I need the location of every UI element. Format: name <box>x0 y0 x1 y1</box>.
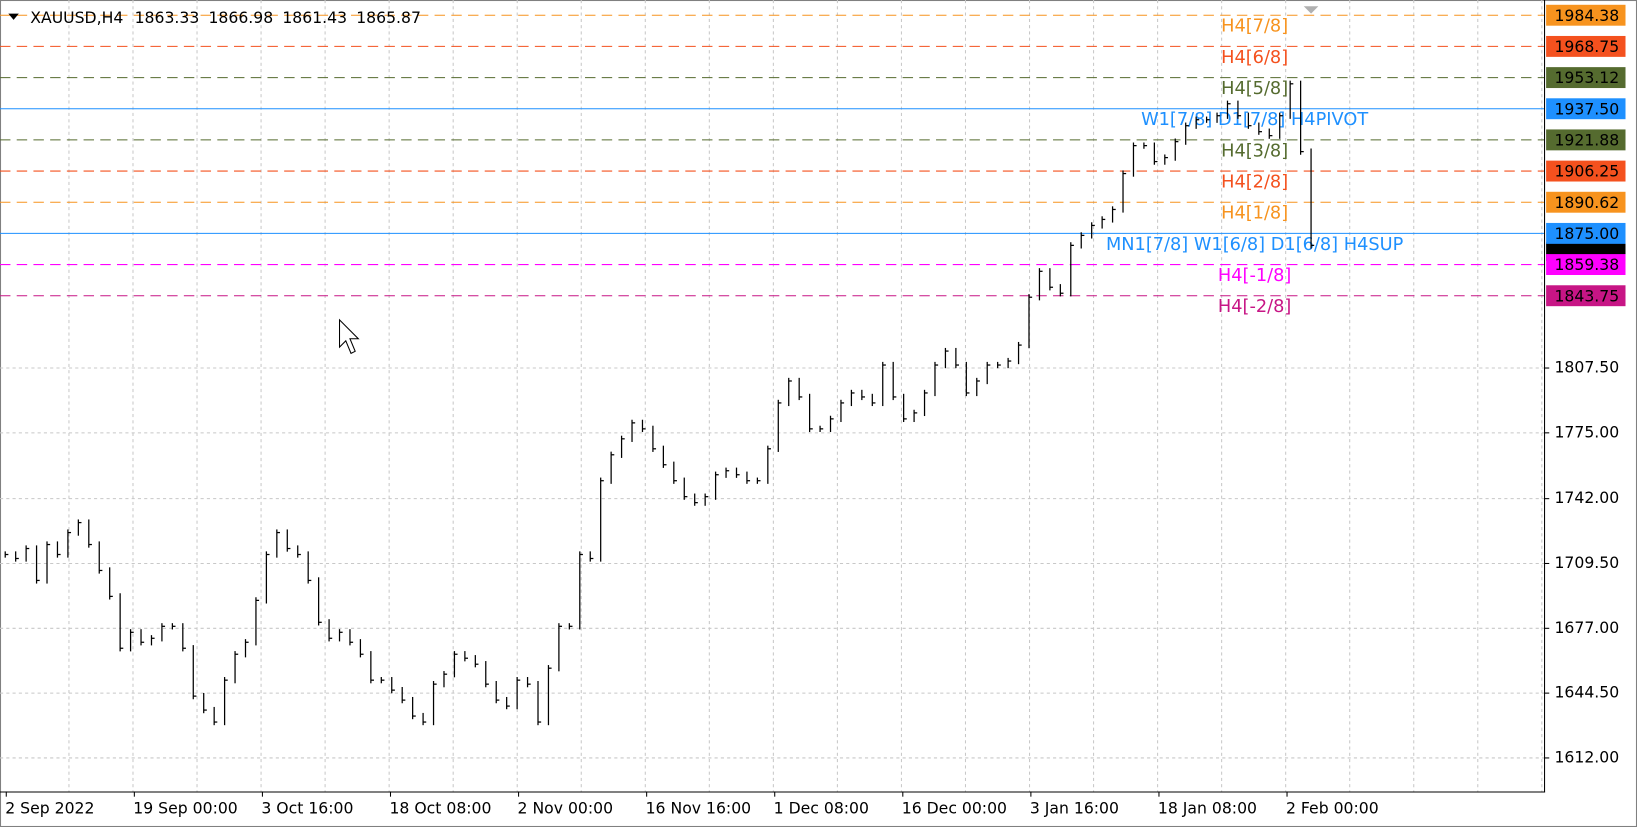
header-text: XAUUSD,H4 1863.33 1866.98 1861.43 1865.8… <box>30 7 421 26</box>
level-price-box <box>1546 35 1626 57</box>
level-name: MN1[7/8] W1[6/8] D1[6/8] H4SUP <box>1106 235 1404 255</box>
level-name: H4[7/8] <box>1221 17 1288 37</box>
symbol: XAUUSD,H4 <box>30 7 123 26</box>
level-name: H4[1/8] <box>1221 204 1288 224</box>
level-price-label: 1968.75 <box>1554 37 1619 56</box>
level-price-label: 1890.62 <box>1554 193 1619 212</box>
y-tick-label: 1775.00 <box>1554 422 1619 441</box>
level-name: H4[2/8] <box>1221 173 1288 193</box>
level-price-box <box>1546 285 1626 307</box>
level-name: H4[6/8] <box>1221 48 1288 68</box>
level-price-box <box>1546 254 1626 276</box>
x-tick-label: 2 Sep 2022 <box>5 799 94 818</box>
level-price-box <box>1546 67 1626 89</box>
level-price-label: 1984.38 <box>1554 6 1619 25</box>
level-price-label: 1859.38 <box>1554 255 1619 274</box>
level-name: H4[3/8] <box>1221 141 1288 161</box>
level-price-box <box>1546 98 1626 120</box>
level-price-label: 1875.00 <box>1554 224 1619 243</box>
shift-marker <box>1303 6 1319 14</box>
y-tick-label: 1677.00 <box>1554 618 1619 637</box>
header: XAUUSD,H4 1863.33 1866.98 1861.43 1865.8… <box>8 7 421 26</box>
level-price-box <box>1546 4 1626 26</box>
x-tick-label: 16 Nov 16:00 <box>646 799 752 818</box>
y-tick-label: 1644.50 <box>1554 683 1619 702</box>
high: 1866.98 <box>208 7 273 26</box>
price-bars <box>4 80 1315 726</box>
level-price-box <box>1546 160 1626 182</box>
x-tick-label: 3 Oct 16:00 <box>261 799 353 818</box>
x-tick-label: 1 Dec 08:00 <box>774 799 869 818</box>
level-name: W1[7/8] D1[7/8] H4PIVOT <box>1141 110 1368 130</box>
level-price-box <box>1546 222 1626 244</box>
level-name: H4[-1/8] <box>1218 266 1291 286</box>
level-name: H4[5/8] <box>1221 79 1288 99</box>
level-price-label: 1937.50 <box>1554 99 1619 118</box>
x-tick-label: 18 Jan 08:00 <box>1158 799 1257 818</box>
level-name: H4[-2/8] <box>1218 297 1291 317</box>
y-tick-label: 1709.50 <box>1554 553 1619 572</box>
x-tick-label: 16 Dec 00:00 <box>902 799 1007 818</box>
x-tick-label: 2 Nov 00:00 <box>518 799 614 818</box>
level-price-label: 1843.75 <box>1554 286 1619 305</box>
x-tick-label: 2 Feb 00:00 <box>1286 799 1379 818</box>
mouse-cursor <box>338 318 360 355</box>
level-price-box <box>1546 191 1626 213</box>
x-tick-label: 18 Oct 08:00 <box>389 799 491 818</box>
x-tick-label: 3 Jan 16:00 <box>1030 799 1119 818</box>
close: 1865.87 <box>356 7 421 26</box>
menu-triangle <box>8 13 19 20</box>
level-price-label: 1953.12 <box>1554 68 1619 87</box>
levels: H4[7/8] H4[6/8] H4[5/8] W1[7/8] D1[7/8] H4P… <box>0 14 1545 317</box>
y-tick-label: 1742.00 <box>1554 488 1619 507</box>
low: 1861.43 <box>282 7 347 26</box>
y-tick-label: 1807.50 <box>1554 358 1619 377</box>
level-price-label: 1921.88 <box>1554 130 1619 149</box>
open: 1863.33 <box>135 7 200 26</box>
level-price-label: 1906.25 <box>1554 162 1619 181</box>
y-tick-label: 1612.00 <box>1554 747 1619 766</box>
grid <box>0 0 1545 792</box>
level-price-box <box>1546 129 1626 151</box>
x-tick-label: 19 Sep 00:00 <box>133 799 237 818</box>
axes: 2 Sep 2022 19 Sep 00:00 3 Oct 16:00 18 Oct … <box>5 4 1626 818</box>
